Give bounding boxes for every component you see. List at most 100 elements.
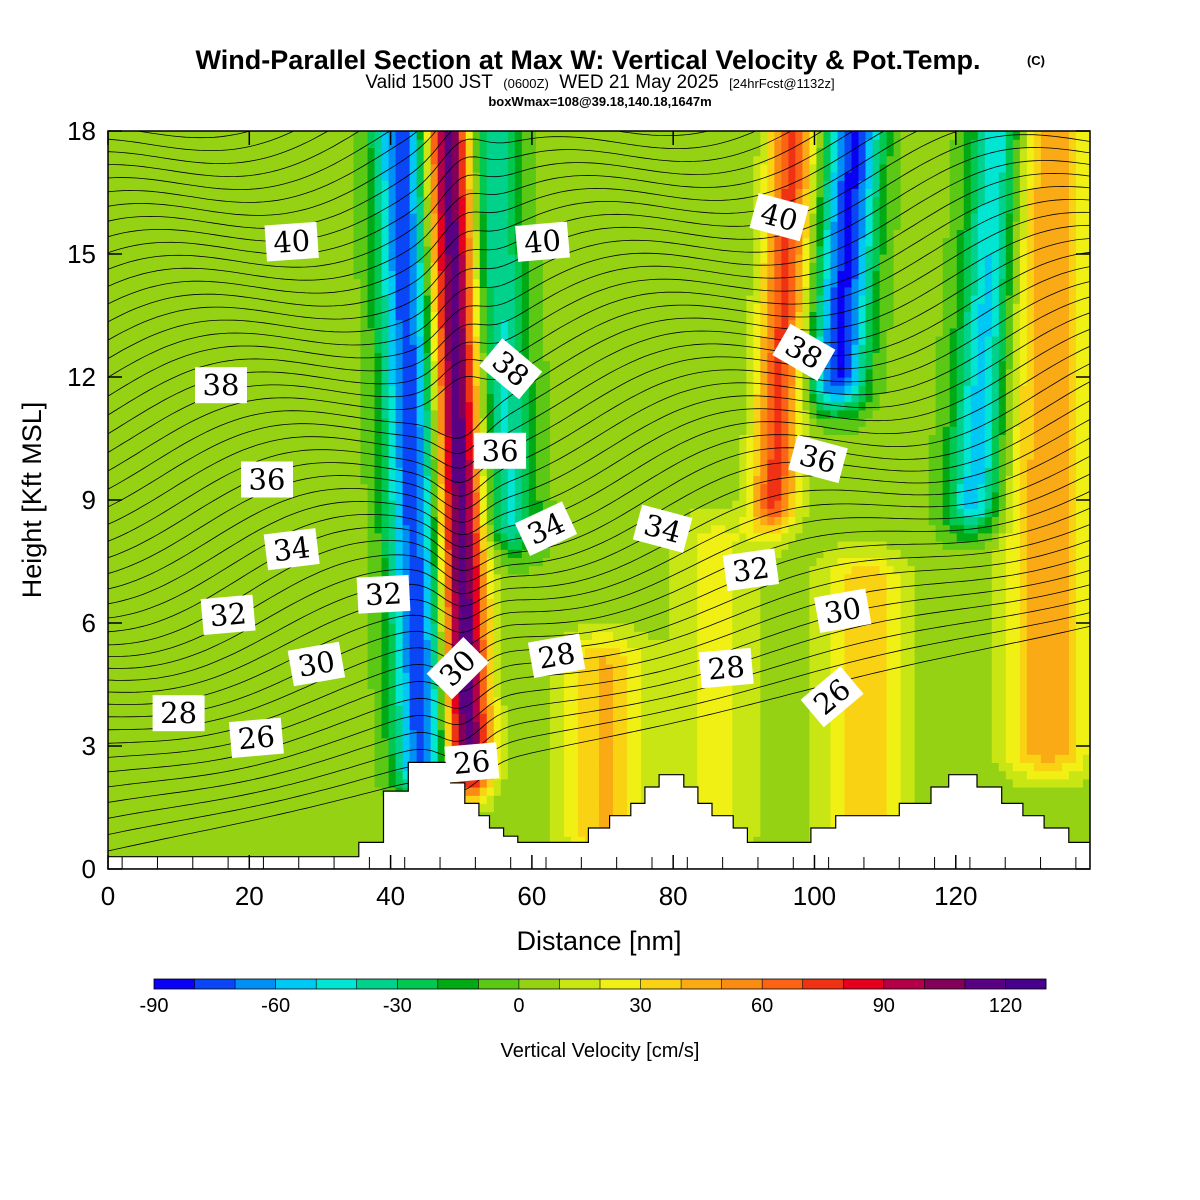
velocity-cell [493,819,502,829]
velocity-cell [206,795,214,804]
velocity-cell [241,672,249,681]
velocity-cell [465,729,474,739]
velocity-cell [269,647,277,657]
velocity-cell [879,680,888,690]
velocity-cell [213,582,221,591]
velocity-cell [865,721,874,731]
velocity-cell [493,746,502,755]
velocity-cell [963,762,972,772]
velocity-cell [1054,639,1063,649]
velocity-cell [732,729,740,739]
velocity-cell [115,795,123,804]
velocity-cell [248,655,256,665]
velocity-cell [136,680,144,690]
velocity-cell [851,762,860,772]
velocity-cell [269,631,277,640]
velocity-cell [500,655,509,665]
velocity-cell [914,582,923,591]
velocity-cell [788,770,796,780]
velocity-cell [1054,705,1063,714]
velocity-cell [718,721,726,731]
velocity-cell [507,746,516,755]
velocity-cell [725,803,733,813]
velocity-cell [690,623,698,632]
velocity-cell [746,713,754,722]
velocity-cell [220,778,228,788]
velocity-cell [262,639,270,649]
velocity-cell [746,688,754,698]
velocity-cell [486,811,495,821]
velocity-cell [648,729,656,739]
velocity-cell [325,573,334,583]
velocity-cell [325,828,334,837]
velocity-cell [234,713,242,722]
velocity-cell [108,606,116,616]
velocity-cell [528,696,537,706]
velocity-cell [1068,705,1077,714]
velocity-cell [220,795,228,804]
velocity-cell [241,647,249,657]
velocity-cell [213,655,221,665]
velocity-cell [563,590,572,599]
velocity-cell [1012,795,1021,804]
velocity-cell [977,721,986,731]
velocity-cell [697,696,705,706]
velocity-cell [535,803,544,813]
velocity-cell [451,606,460,616]
velocity-cell [795,672,804,681]
velocity-cell [262,836,270,845]
velocity-cell [311,696,320,706]
velocity-cell [613,696,621,706]
velocity-cell [563,737,572,747]
velocity-cell [921,688,930,698]
velocity-cell [935,631,944,640]
velocity-cell [276,680,284,690]
velocity-cell [690,598,698,608]
velocity-cell [556,705,565,714]
velocity-cell [1082,647,1090,657]
velocity-cell [977,614,986,624]
velocity-cell [697,770,705,780]
velocity-cell [956,639,965,649]
velocity-cell [234,639,242,649]
velocity-cell [115,803,123,813]
velocity-cell [528,614,537,624]
velocity-cell [760,647,768,657]
velocity-cell [339,828,348,837]
velocity-cell [816,787,825,796]
velocity-cell [893,778,902,788]
velocity-cell [255,713,263,722]
velocity-cell [479,664,488,673]
velocity-cell [858,770,867,780]
velocity-cell [206,631,214,640]
velocity-cell [129,762,137,772]
velocity-cell [423,737,432,747]
velocity-cell [283,696,291,706]
velocity-cell [227,573,235,583]
velocity-cell [283,623,291,632]
velocity-cell [507,696,516,706]
velocity-cell [921,762,930,772]
velocity-cell [325,844,334,854]
velocity-cell [241,631,249,640]
velocity-cell [1047,729,1056,739]
velocity-cell [886,582,895,591]
velocity-cell [332,713,341,722]
velocity-cell [374,819,383,829]
velocity-cell [760,655,768,665]
velocity-cell [641,590,649,599]
velocity-cell [402,655,411,665]
velocity-cell [206,746,214,755]
velocity-cell [507,631,516,640]
velocity-cell [283,836,291,845]
velocity-cell [725,754,733,763]
velocity-cell [206,762,214,772]
velocity-cell [178,623,186,632]
velocity-cell [767,746,775,755]
velocity-cell [613,803,621,813]
velocity-cell [220,672,228,681]
velocity-cell [164,614,172,624]
velocity-cell [809,811,818,821]
velocity-cell [669,647,677,657]
velocity-cell [599,631,607,640]
